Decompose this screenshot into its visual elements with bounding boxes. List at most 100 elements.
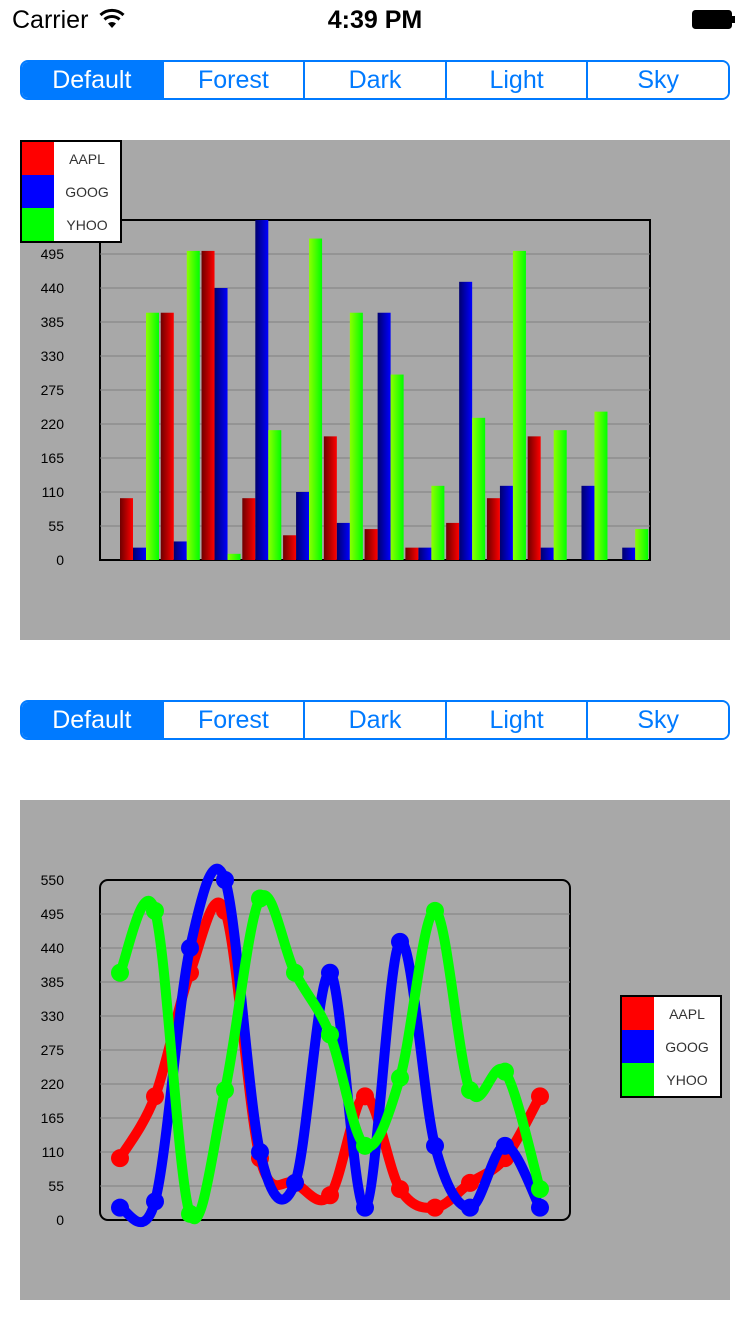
legend-swatch-aapl	[622, 997, 654, 1030]
bar-aapl	[527, 436, 541, 560]
bar-yhoo	[309, 238, 323, 560]
y-tick-label: 55	[48, 518, 64, 534]
segment-light[interactable]: Light	[444, 702, 587, 738]
bar-goog	[459, 281, 473, 560]
point-yhoo	[216, 1081, 234, 1100]
y-tick-label: 550	[41, 872, 65, 888]
bar-aapl	[283, 535, 297, 560]
segment-light[interactable]: Light	[444, 62, 587, 98]
line-chart-panel: 0 55 110 165 220 275 330 385 440 495 550 AAPL GOOG…	[20, 800, 730, 1300]
y-tick-label: 330	[41, 348, 65, 364]
bar-yhoo	[431, 485, 445, 560]
point-yhoo	[286, 963, 304, 982]
y-tick-label: 275	[41, 382, 65, 398]
segment-default[interactable]: Default	[22, 702, 162, 738]
legend-item-goog: GOOG	[622, 1030, 720, 1063]
y-tick-label: 275	[41, 1042, 65, 1058]
bar-yhoo	[553, 430, 567, 560]
segment-dark[interactable]: Dark	[303, 702, 445, 738]
point-goog	[111, 1198, 129, 1217]
point-yhoo	[321, 1025, 339, 1044]
segment-forest[interactable]: Forest	[161, 62, 304, 98]
line-chart-legend: AAPL GOOG YHOO	[620, 995, 722, 1098]
y-tick-label: 165	[41, 1110, 65, 1126]
point-goog	[426, 1136, 444, 1155]
bar-goog	[581, 485, 595, 560]
point-goog	[356, 1198, 374, 1217]
point-aapl	[111, 1149, 129, 1168]
point-goog	[286, 1173, 304, 1192]
y-tick-label: 110	[42, 1144, 65, 1160]
segment-forest[interactable]: Forest	[161, 702, 304, 738]
legend-label-aapl: AAPL	[69, 150, 105, 167]
bar-goog	[296, 492, 310, 560]
legend-label-yhoo: YHOO	[666, 1071, 708, 1088]
bar-yhoo	[186, 250, 200, 560]
bar-yhoo	[349, 312, 363, 560]
legend-item-aapl: AAPL	[622, 997, 720, 1030]
series-line-yhoo	[115, 890, 545, 1225]
bar-yhoo	[512, 250, 526, 560]
point-goog	[251, 1143, 269, 1161]
bar-aapl	[364, 529, 378, 560]
bar-aapl	[486, 498, 500, 560]
y-tick-label: 0	[56, 552, 64, 568]
legend-swatch-goog	[22, 175, 54, 208]
theme-segmented-control-top: Default Forest Dark Light Sky	[20, 60, 730, 100]
segment-default[interactable]: Default	[22, 62, 162, 98]
y-tick-label: 330	[41, 1008, 65, 1024]
legend-swatch-yhoo	[622, 1063, 654, 1096]
bar-yhoo	[146, 312, 159, 560]
bar-goog	[133, 547, 146, 560]
bar-chart: 0 55 110 165 220 275 330 385 440 495	[41, 219, 651, 568]
bar-aapl	[201, 250, 215, 560]
wifi-icon	[99, 8, 125, 28]
carrier-label: Carrier	[12, 6, 89, 34]
bar-goog	[499, 485, 513, 560]
clock: 4:39 PM	[327, 6, 423, 34]
bar-yhoo	[390, 374, 404, 560]
bar-yhoo	[594, 411, 608, 560]
y-tick-label: 495	[41, 906, 65, 922]
point-goog	[391, 932, 409, 951]
point-aapl	[531, 1087, 549, 1106]
point-goog	[216, 871, 234, 889]
y-tick-label: 110	[42, 484, 65, 500]
legend-item-yhoo: YHOO	[622, 1063, 720, 1096]
legend-item-aapl: AAPL	[22, 142, 120, 175]
legend-item-yhoo: YHOO	[22, 208, 120, 241]
segment-dark[interactable]: Dark	[303, 62, 445, 98]
point-yhoo	[496, 1062, 514, 1081]
bar-goog	[377, 312, 391, 560]
segment-sky[interactable]: Sky	[586, 702, 728, 738]
y-tick-label: 440	[41, 280, 65, 296]
point-aapl	[146, 1087, 164, 1106]
bar-yhoo	[268, 430, 282, 560]
line-chart: 0 55 110 165 220 275 330 385 440 495 550	[41, 863, 571, 1228]
point-yhoo	[251, 889, 269, 908]
point-aapl	[426, 1198, 444, 1217]
bar-goog	[173, 541, 187, 560]
bar-aapl	[405, 547, 419, 560]
bar-goog	[622, 547, 636, 560]
y-tick-label: 385	[41, 314, 65, 330]
y-tick-label: 55	[48, 1178, 64, 1194]
battery-icon	[692, 10, 735, 29]
point-yhoo	[181, 1204, 199, 1223]
bar-yhoo	[635, 529, 649, 560]
point-yhoo	[461, 1081, 479, 1100]
point-yhoo	[356, 1136, 374, 1155]
point-yhoo	[426, 901, 444, 920]
status-bar: Carrier 4:39 PM	[0, 0, 750, 40]
bar-chart-panel: 0 55 110 165 220 275 330 385 440 495 AAPL GOOG YH…	[20, 140, 730, 640]
bar-goog	[540, 547, 554, 560]
bar-aapl	[120, 498, 133, 560]
y-tick-label: 440	[41, 940, 65, 956]
legend-label-aapl: AAPL	[669, 1005, 705, 1022]
y-tick-label: 165	[41, 450, 65, 466]
segment-sky[interactable]: Sky	[586, 62, 728, 98]
bar-aapl	[242, 498, 256, 560]
bar-goog	[418, 547, 432, 560]
legend-swatch-goog	[622, 1030, 654, 1063]
point-goog	[146, 1192, 164, 1211]
